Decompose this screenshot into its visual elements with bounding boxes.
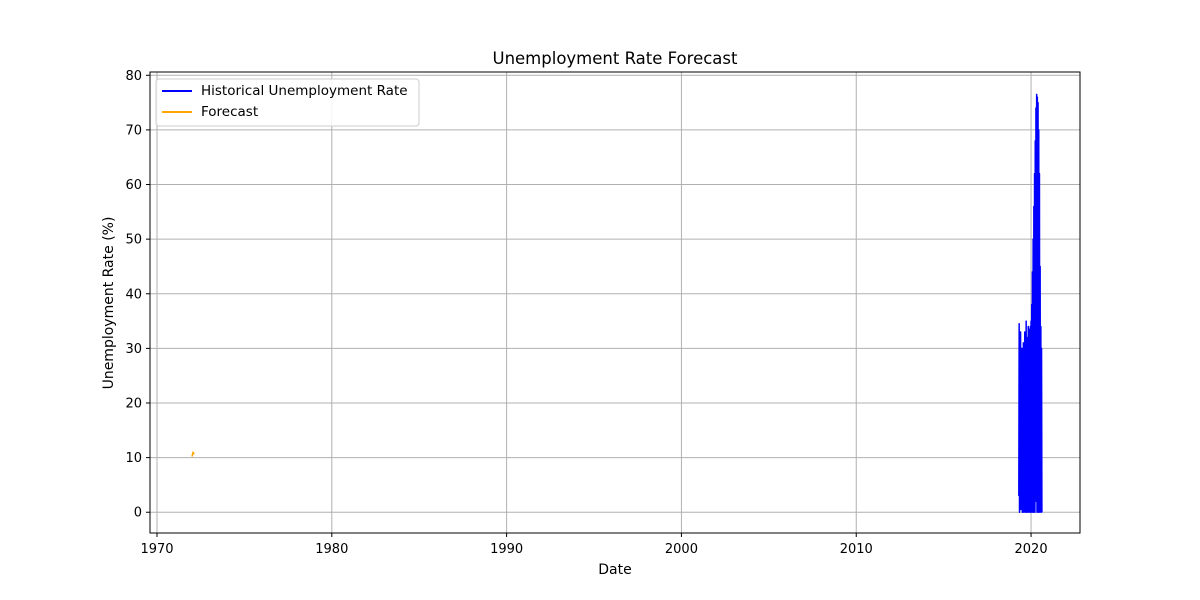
y-tick-label: 10 — [125, 451, 142, 466]
x-tick-label: 2010 — [840, 542, 873, 557]
legend: Historical Unemployment Rate Forecast — [155, 78, 420, 127]
series-layer — [191, 93, 1043, 513]
y-axis-ticks: 0 10 20 30 40 50 60 70 80 — [125, 69, 150, 521]
legend-box — [155, 78, 420, 127]
y-tick-label: 70 — [125, 123, 142, 138]
plot-frame — [149, 71, 1081, 534]
y-tick-label: 30 — [125, 342, 142, 357]
x-tick-label: 2000 — [665, 542, 698, 557]
x-axis-label: Date — [598, 562, 631, 578]
y-tick-label: 50 — [125, 233, 142, 248]
y-axis-label: Unemployment Rate (%) — [101, 217, 117, 390]
y-tick-label: 60 — [125, 178, 142, 193]
grid-y — [150, 74, 1080, 513]
legend-label-historical: Historical Unemployment Rate — [201, 83, 408, 99]
x-tick-label: 2020 — [1015, 542, 1048, 557]
y-tick-label: 80 — [125, 69, 142, 84]
x-tick-label: 1990 — [490, 542, 523, 557]
x-tick-label: 1980 — [315, 542, 348, 557]
y-tick-label: 20 — [125, 397, 142, 412]
series-line-historical — [1018, 93, 1043, 513]
x-tick-label: 1970 — [140, 542, 173, 557]
y-tick-label: 0 — [134, 506, 142, 521]
chart-title: Unemployment Rate Forecast — [493, 49, 739, 68]
legend-label-forecast: Forecast — [201, 104, 258, 120]
y-tick-label: 40 — [125, 287, 142, 302]
x-axis-ticks: 1970 1980 1990 2000 2010 2020 — [140, 533, 1048, 557]
series-line-forecast — [191, 451, 195, 457]
